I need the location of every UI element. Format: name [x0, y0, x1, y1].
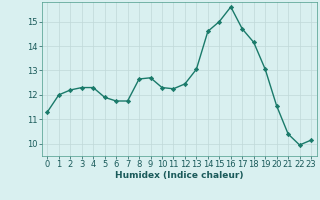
X-axis label: Humidex (Indice chaleur): Humidex (Indice chaleur) — [115, 171, 244, 180]
